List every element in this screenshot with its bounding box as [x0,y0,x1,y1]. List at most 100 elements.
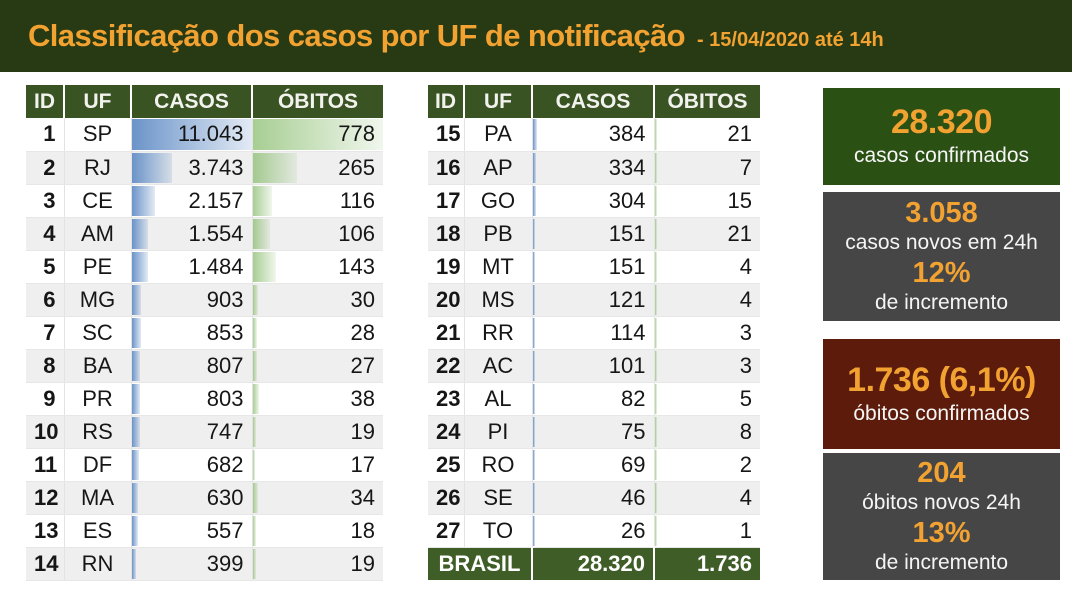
table-row: 19 MT 151 4 [428,250,760,284]
row-uf: AL [464,382,533,416]
deaths-value: 28 [350,319,375,345]
column-header-casos: CASOS [532,85,655,118]
confirmed-cases-panel: 28.320 casos confirmados [823,88,1060,185]
row-uf: SE [464,481,533,515]
row-cases: 3.743 [131,151,253,185]
row-uf: MT [464,250,533,284]
cases-bar [131,515,138,546]
row-deaths: 17 [252,448,383,482]
row-id: 24 [428,415,465,449]
row-cases: 151 [532,250,655,284]
cases-value: 557 [206,517,244,543]
row-deaths: 34 [252,481,383,515]
row-id: 2 [26,151,65,185]
deaths-bar [252,482,259,513]
deaths-value: 5 [739,385,752,411]
cases-by-state-table-left: ID UF CASOS ÓBITOS 1 SP 11.043 778 2 RJ 3.743 2… [26,85,383,581]
row-uf: PI [464,415,533,449]
deaths-value: 7 [739,154,752,180]
deaths-bar [654,482,657,513]
row-uf: RJ [64,151,132,185]
cases-value: 151 [608,253,646,279]
cases-bar [131,317,141,348]
row-deaths: 28 [252,316,383,350]
row-deaths: 21 [654,217,760,251]
row-id: 12 [26,481,65,515]
row-deaths: 19 [252,415,383,449]
row-deaths: 3 [654,349,760,383]
row-id: 25 [428,448,465,482]
row-id: 5 [26,250,65,284]
cases-value: 46 [621,484,646,510]
row-id: 26 [428,481,465,515]
cases-bar [532,251,535,282]
confirmed-deaths-panel: 1.736 (6,1%) óbitos confirmados [823,339,1060,449]
row-id: 7 [26,316,65,350]
table-row: 2 RJ 3.743 265 [26,151,383,185]
row-cases: 1.554 [131,217,253,251]
column-header-obitos: ÓBITOS [252,85,383,118]
row-deaths: 116 [252,184,383,218]
table-row: 25 RO 69 2 [428,448,760,482]
total-cases: 28.320 [532,547,655,580]
column-header-id: ID [428,85,465,118]
row-cases: 82 [532,382,655,416]
deaths-bar [252,350,258,381]
deaths-value: 30 [350,286,375,312]
deaths-bar [654,185,657,216]
row-cases: 384 [532,118,655,152]
cases-value: 151 [608,220,646,246]
deaths-bar [252,515,256,546]
column-header-casos: CASOS [131,85,253,118]
row-id: 9 [26,382,65,416]
row-uf: RR [464,316,533,350]
deaths-bar [654,218,658,249]
cases-value: 803 [206,385,244,411]
deaths-value: 19 [350,418,375,444]
cases-bar [532,152,537,183]
deaths-value: 18 [350,517,375,543]
new-deaths-increment-value: 13% [912,516,971,549]
deaths-value: 2 [739,451,752,477]
row-uf: PE [64,250,132,284]
table-row: 18 PB 151 21 [428,217,760,251]
cases-bar [131,185,155,216]
column-header-obitos: ÓBITOS [654,85,760,118]
deaths-value: 106 [338,220,375,246]
deaths-bar [252,251,277,282]
row-cases: 121 [532,283,655,317]
row-cases: 114 [532,316,655,350]
cases-bar [532,482,535,513]
table-row: 7 SC 853 28 [26,316,383,350]
row-deaths: 143 [252,250,383,284]
row-cases: 853 [131,316,253,350]
row-id: 6 [26,283,65,317]
row-uf: TO [464,514,533,548]
cases-bar [532,383,535,414]
deaths-bar [654,350,657,381]
new-deaths-value: 204 [917,456,966,489]
cases-bar [131,416,140,447]
cases-value: 11.043 [177,121,244,147]
row-id: 23 [428,382,465,416]
deaths-value: 778 [338,121,375,147]
cases-bar [532,218,535,249]
new-deaths-increment-label: de incremento [874,550,1009,574]
table-row: 21 RR 114 3 [428,316,760,350]
row-uf: PA [464,118,533,152]
confirmed-cases-label: casos confirmados [853,144,1030,168]
deaths-bar [252,383,259,414]
column-header-uf: UF [464,85,533,118]
row-id: 11 [26,448,65,482]
new-cases-increment-value: 12% [912,256,971,289]
table-row: 10 RS 747 19 [26,415,383,449]
row-uf: SC [64,316,132,350]
row-cases: 682 [131,448,253,482]
row-cases: 69 [532,448,655,482]
row-uf: AP [464,151,533,185]
deaths-value: 17 [350,451,375,477]
table-row: 20 MS 121 4 [428,283,760,317]
row-id: 27 [428,514,465,548]
cases-value: 1.554 [188,220,244,246]
new-cases-label: casos novos em 24h [845,231,1038,255]
